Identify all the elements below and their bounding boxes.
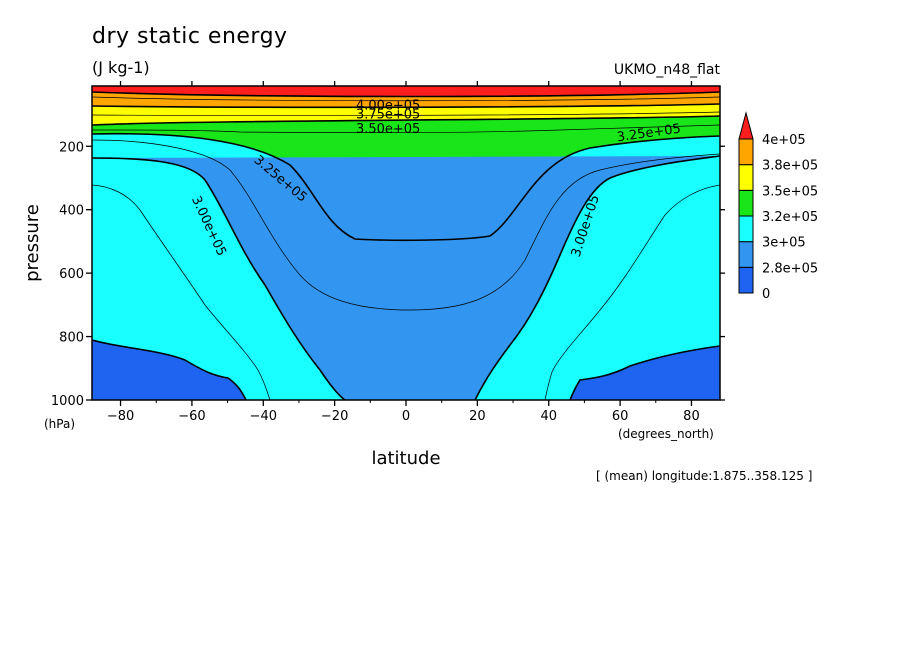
band-deepblue-right (570, 346, 720, 400)
contour-4.00e+05 (92, 91, 720, 98)
contour-2.75e+05-right (569, 345, 720, 400)
colorbar-swatch (738, 241, 754, 268)
contour-3.00e+05 (92, 155, 720, 400)
x-tick-label: 40 (540, 409, 557, 424)
band-blue (92, 156, 720, 400)
minor-green (92, 124, 720, 133)
colorbar-label: 3.5e+05 (762, 184, 818, 199)
x-tick-label: −80 (107, 409, 134, 424)
contour-label: 4.00e+05 (356, 98, 420, 113)
x-tick-label: 0 (402, 409, 410, 424)
contour-3.25e+05 (92, 132, 720, 242)
chart-units: (J kg-1) (92, 58, 150, 77)
colorbar-swatch (738, 164, 754, 191)
colorbar-swatch (738, 215, 754, 243)
minor-top-2 (92, 111, 720, 116)
x-tick-label: −60 (178, 409, 205, 424)
x-axis-units: (degrees_north) (618, 427, 714, 441)
minor-blue-left (92, 184, 271, 400)
minor-contours (92, 96, 720, 400)
colorbar-label: 3.2e+05 (762, 210, 818, 225)
major-contours (92, 91, 720, 400)
colorbar-label: 4e+05 (762, 133, 806, 148)
chart-title: dry static energy (92, 24, 288, 49)
x-tick-label: 60 (612, 409, 629, 424)
colorbar-label: 2.8e+05 (762, 261, 818, 276)
y-tick-label: 800 (59, 331, 84, 346)
contour-label: 3.50e+05 (356, 122, 420, 137)
dataset-label: UKMO_n48_flat (613, 62, 720, 78)
minor-top-1 (92, 96, 720, 102)
minor-blue-right (544, 184, 720, 400)
colorbar-swatch (738, 138, 754, 166)
colorbar-label: 3e+05 (762, 236, 806, 251)
contour-2.75e+05-left (92, 339, 247, 400)
y-tick-label: 400 (59, 204, 84, 219)
colorbar-label: 3.8e+05 (762, 159, 818, 174)
x-axis-label: latitude (371, 448, 440, 469)
y-tick-label: 200 (59, 140, 84, 155)
y-axis-units: (hPa) (44, 417, 75, 431)
filled-contours (92, 86, 720, 400)
colorbar-extend-arrow (738, 111, 754, 140)
colorbar-label: 0 (762, 287, 770, 302)
minor-cyan (92, 139, 720, 311)
averaging-note: [ (mean) longitude:1.875..358.125 ] (596, 469, 813, 483)
y-tick-label: 600 (59, 267, 84, 282)
x-tick-label: −20 (321, 409, 348, 424)
contour-label: 3.75e+05 (356, 108, 420, 123)
band-deepblue (92, 340, 246, 400)
x-tick-label: −40 (250, 409, 277, 424)
x-tick-label: 20 (469, 409, 486, 424)
contour-3.50e+05 (92, 115, 720, 126)
axes: −80 −60 −40 −20 0 20 40 60 80 200 400 600 800 1000 (51, 81, 725, 424)
colorbar-swatch (738, 266, 754, 294)
colorbar-swatch (738, 189, 754, 217)
y-tick-label: 1000 (51, 394, 84, 409)
x-tick-label: 80 (683, 409, 700, 424)
y-axis-label: pressure (22, 204, 43, 282)
colorbar: 0 2.8e+05 3e+05 3.2e+05 3.5e+05 3.8e+05 4e+05 (738, 111, 818, 302)
contour-3.75e+05 (92, 103, 720, 109)
